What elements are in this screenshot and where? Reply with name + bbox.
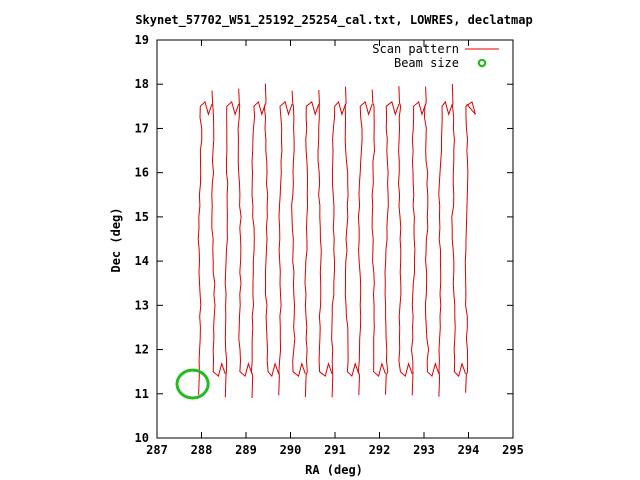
x-tick-label: 291 — [324, 443, 346, 457]
x-tick-label: 292 — [369, 443, 391, 457]
x-tick-label: 293 — [413, 443, 435, 457]
series-scan-pattern — [197, 83, 476, 399]
scan-line-7 — [278, 101, 293, 396]
x-tick-label: 287 — [146, 443, 168, 457]
scan-line-19 — [438, 100, 453, 397]
scan-line-12 — [344, 86, 360, 378]
scan-line-10 — [317, 89, 333, 377]
y-tick-label: 13 — [135, 298, 149, 312]
beam-size-marker — [175, 368, 210, 400]
y-tick-label: 17 — [135, 121, 149, 135]
scan-line-6 — [263, 83, 280, 378]
scan-line-18 — [423, 86, 440, 378]
chart-title: Skynet_57702_W51_25192_25254_cal.txt, LO… — [135, 13, 532, 28]
x-tick-label: 290 — [280, 443, 302, 457]
scan-line-8 — [291, 90, 306, 377]
x-tick-label: 289 — [235, 443, 257, 457]
y-axis: 10 11 12 13 14 15 16 17 18 19 — [135, 33, 513, 445]
y-tick-label: 18 — [135, 77, 149, 91]
plot-frame — [156, 39, 514, 439]
scan-line-16 — [397, 86, 413, 378]
y-tick-label: 12 — [135, 343, 149, 357]
scan-line-14 — [371, 89, 386, 378]
y-tick-label: 10 — [135, 431, 149, 445]
x-axis: 287 288 289 290 291 292 293 294 295 — [146, 40, 524, 457]
legend-swatch-beam-size — [477, 58, 487, 68]
y-axis-label: Dec (deg) — [109, 207, 123, 272]
y-tick-label: 16 — [135, 166, 149, 180]
scan-line-11 — [331, 100, 346, 398]
y-tick-label: 19 — [135, 33, 149, 47]
legend-label-scan-pattern: Scan pattern — [372, 42, 459, 56]
x-tick-label: 288 — [191, 443, 213, 457]
scan-line-21 — [464, 101, 476, 393]
scan-line-17 — [410, 100, 427, 396]
x-axis-label: RA (deg) — [305, 463, 363, 477]
y-tick-label: 15 — [135, 210, 149, 224]
scan-line-15 — [384, 101, 400, 395]
scan-line-4 — [237, 88, 253, 377]
scan-line-13 — [357, 100, 373, 396]
beam-circle — [175, 368, 210, 400]
y-tick-label: 11 — [135, 387, 149, 401]
y-tick-label: 14 — [135, 254, 149, 268]
scan-line-2 — [211, 90, 226, 377]
x-tick-label: 294 — [458, 443, 480, 457]
legend-label-beam-size: Beam size — [394, 56, 459, 70]
scan-line-5 — [250, 100, 266, 399]
legend: Scan pattern Beam size — [372, 42, 499, 70]
scan-line-3 — [224, 100, 240, 398]
scan-line-1 — [197, 100, 213, 395]
x-tick-label: 295 — [502, 443, 524, 457]
scan-line-9 — [304, 101, 320, 398]
scan-line-20 — [451, 83, 467, 378]
